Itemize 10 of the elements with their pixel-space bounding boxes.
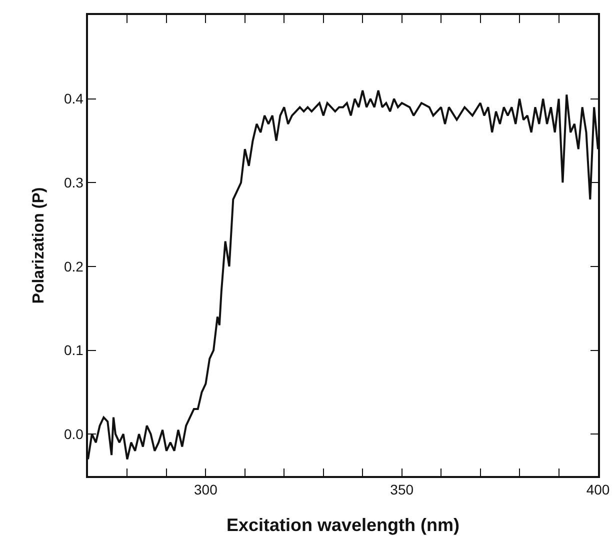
y-tick-label: 0.4 bbox=[64, 90, 84, 107]
y-tick-label: 0.2 bbox=[64, 258, 84, 274]
x-tick-label: 350 bbox=[390, 482, 414, 498]
x-tick-label: 400 bbox=[586, 482, 610, 498]
x-axis-title: Excitation wavelength (nm) bbox=[226, 515, 460, 536]
y-tick-label: 0.1 bbox=[64, 342, 84, 358]
y-axis-title: Polarization (P) bbox=[30, 187, 48, 304]
y-tick-label: 0.0 bbox=[64, 426, 84, 442]
x-tick-label: 300 bbox=[194, 482, 218, 498]
y-tick-label: 0.3 bbox=[64, 174, 84, 191]
